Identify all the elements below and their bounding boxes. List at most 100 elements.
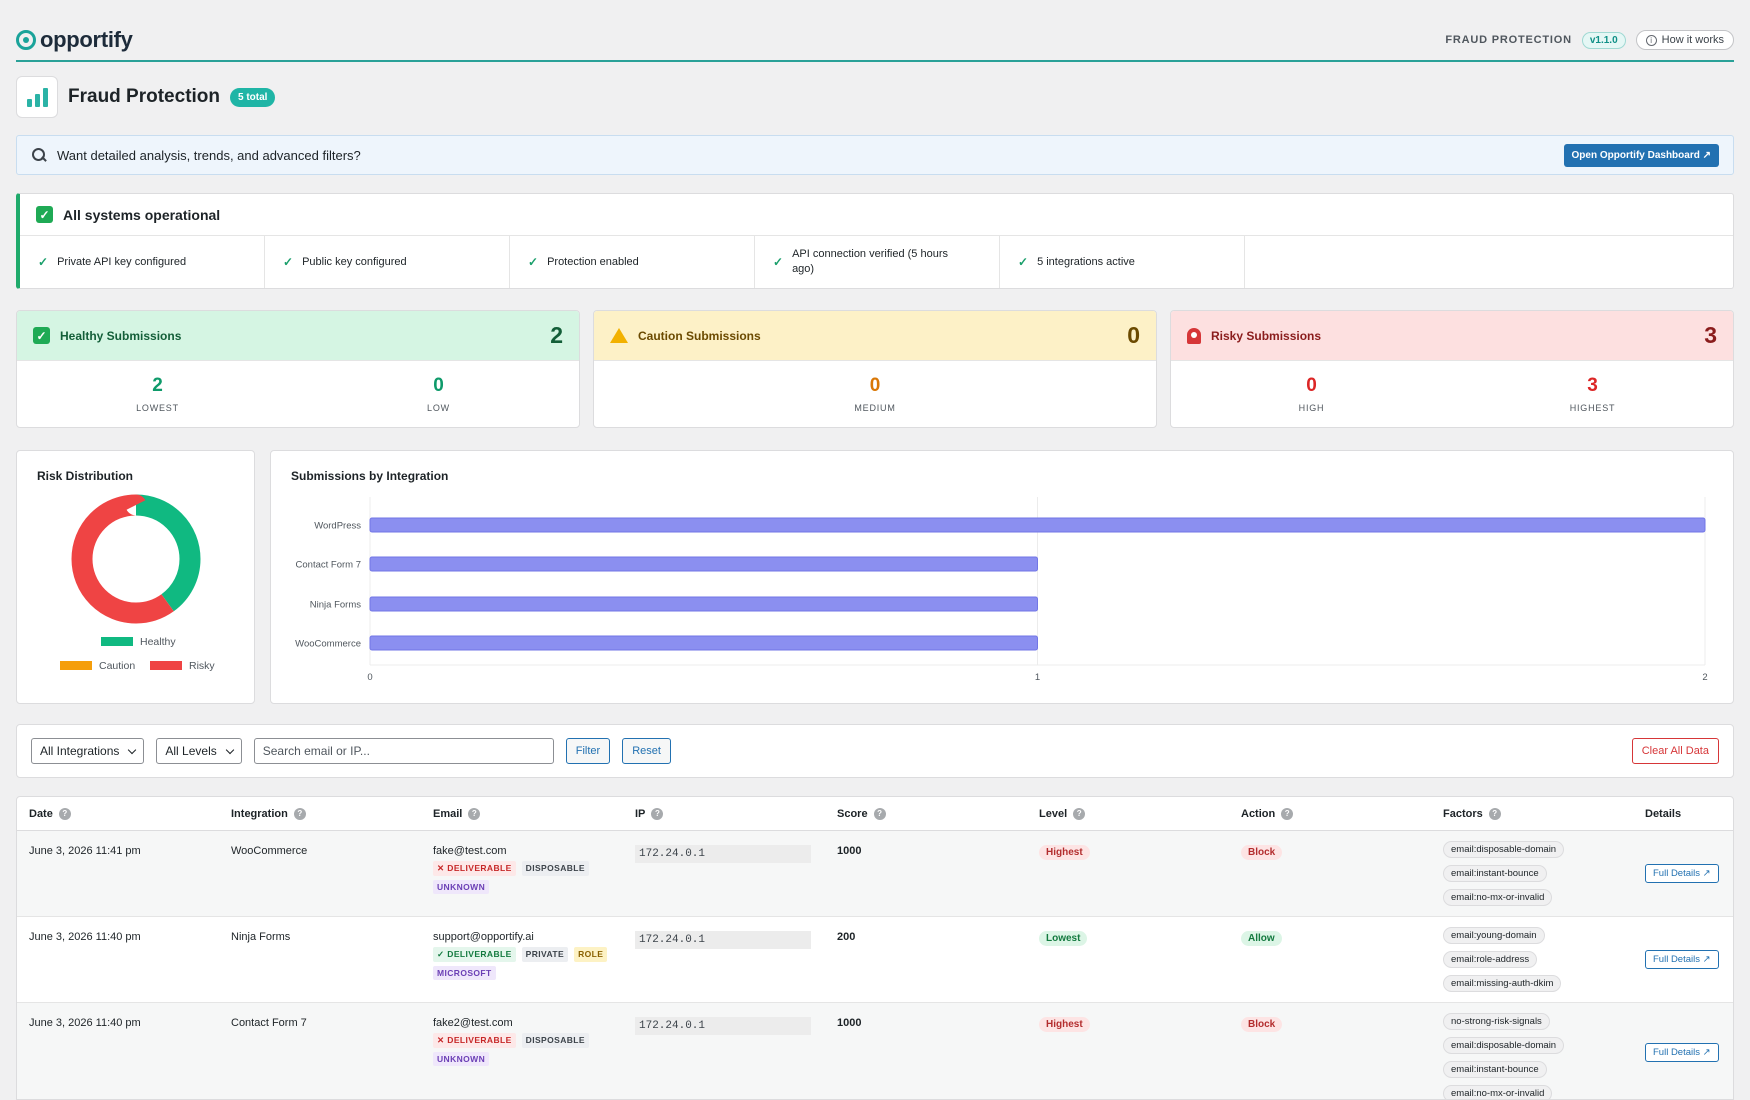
integration-select[interactable]: All Integrations [31,738,145,764]
help-icon[interactable]: ? [58,807,71,820]
col-label: Date [29,807,53,820]
caution-count: 0 [1127,322,1140,348]
bar-woocommerce[interactable] [369,635,1038,651]
email-tag: DISPOSABLE [521,861,589,876]
legend-label-risky[interactable]: Risky [189,660,215,672]
healthy-card: ✓ Healthy Submissions 2 2 LOWEST 0 LOW [16,310,580,428]
factor-chip: no-strong-risk-signals [1443,1013,1550,1030]
stat-label: MEDIUM [854,403,896,413]
tick-label: 2 [1702,672,1707,683]
chevron-down-icon [128,745,137,754]
help-icon[interactable]: ? [1488,807,1501,820]
section-label: FRAUD PROTECTION [1445,34,1572,46]
cell-level: Lowest [1027,917,1229,1002]
full-details-button[interactable]: Full Details ↗ [1645,864,1719,883]
check-icon: ✓ [283,254,294,269]
score-value: 1000 [837,1017,862,1029]
status-item-label: Protection enabled [547,255,639,268]
full-details-button[interactable]: Full Details ↗ [1645,950,1719,969]
info-icon: i [1645,34,1657,46]
table-row: June 3, 2026 11:40 pm Contact Form 7 fake2… [17,1003,1733,1099]
factor-chip: email:young-domain [1443,927,1545,944]
top-right: FRAUD PROTECTION v1.1.0 i How it works [1445,30,1734,50]
cell-date: June 3, 2026 11:41 pm [29,845,141,857]
stat-highest: 3 HIGHEST [1452,361,1733,427]
ip-value: 172.24.0.1 [635,845,811,863]
risky-title: Risky Submissions [1211,328,1322,343]
factor-chip: email:instant-bounce [1443,1061,1547,1078]
help-icon[interactable]: ? [1073,807,1086,820]
status-item: ✓ 5 integrations active [1000,236,1245,288]
clear-all-data-button[interactable]: Clear All Data [1631,738,1719,764]
col-label: Score [837,807,868,820]
category-label: WooCommerce [295,639,361,650]
col-score: Score? [825,807,1027,820]
factor-chip: email:no-mx-or-invalid [1443,1085,1553,1099]
full-details-button[interactable]: Full Details ↗ [1645,1043,1719,1062]
tick-label: 1 [1035,672,1040,683]
help-icon[interactable]: ? [651,807,664,820]
total-badge: 5 total [230,87,276,107]
help-icon[interactable]: ? [1281,807,1294,820]
opportify-logo[interactable]: opportify [16,27,133,53]
col-label: Details [1645,807,1682,820]
promo-text: Want detailed analysis, trends, and adva… [57,147,361,163]
stat-label: HIGHEST [1569,403,1616,413]
check-icon: ✓ [528,254,539,269]
level-select[interactable]: All Levels [156,738,242,764]
email-tag: ✕ DELIVERABLE [433,861,516,876]
help-icon[interactable]: ? [293,807,306,820]
dashboard-promo: Want detailed analysis, trends, and adva… [16,135,1734,175]
page-header: Fraud Protection 5 total [16,76,276,118]
reset-button[interactable]: Reset [622,738,671,764]
filter-button[interactable]: Filter [565,738,611,764]
factor-chip: email:missing-auth-dkim [1443,975,1562,992]
status-item-label: Private API key configured [57,255,187,268]
email-tag: DISPOSABLE [521,1033,589,1048]
legend-label-caution[interactable]: Caution [99,660,135,672]
status-item-label: Public key configured [302,255,407,268]
col-action: Action? [1229,807,1431,820]
bar-wordpress[interactable] [369,517,1706,533]
factor-chip: email:disposable-domain [1443,1037,1565,1054]
category-label: Ninja Forms [310,600,361,611]
col-label: IP [635,807,646,820]
donut-slice-risky[interactable] [71,494,201,624]
score-value: 1000 [837,845,862,857]
cell-ip: 172.24.0.1 [623,917,825,1002]
email-tag: ROLE [574,947,608,962]
legend-label-healthy[interactable]: Healthy [140,636,176,648]
bar-ninja-forms[interactable] [369,596,1038,612]
stat-value: 0 [433,375,444,396]
cell-email: fake@test.com ✕ DELIVERABLE DISPOSABLE UNKN… [421,831,623,916]
ip-value: 172.24.0.1 [635,1017,811,1035]
status-item: ✓ API connection verified (5 hours ago) [755,236,1000,288]
col-label: Email [433,807,463,820]
legend-swatch-caution [60,661,92,670]
col-details: Details [1633,808,1733,820]
siren-icon [1187,327,1201,344]
status-item-label: 5 integrations active [1037,255,1135,268]
help-icon[interactable]: ? [468,807,481,820]
open-dashboard-button[interactable]: Open Opportify Dashboard ↗ [1563,143,1719,167]
bar-contact-form-7[interactable] [369,556,1038,572]
col-label: Level [1039,807,1068,820]
how-it-works-button[interactable]: i How it works [1635,30,1734,50]
email-tag: UNKNOWN [433,880,490,894]
factor-chip: email:instant-bounce [1443,865,1547,882]
email-address: fake@test.com [433,845,507,857]
stat-value: 2 [152,375,163,396]
stat-label: LOW [427,403,450,413]
stat-value: 0 [1306,375,1317,396]
healthy-count: 2 [550,322,563,348]
cell-integration: Contact Form 7 [231,1017,307,1029]
submissions-table: Date? Integration? Email? IP? Score? Lev… [16,796,1734,1100]
stat-medium: 0 MEDIUM [594,361,1156,427]
help-icon[interactable]: ? [873,807,886,820]
search-input[interactable] [253,738,554,764]
stat-low: 0 LOW [298,361,579,427]
cell-integration: WooCommerce [231,845,308,857]
email-address: support@opportify.ai [433,931,534,943]
factor-chip: email:role-address [1443,951,1538,968]
factor-list: email:disposable-domain email:instant-bou… [1443,841,1633,906]
